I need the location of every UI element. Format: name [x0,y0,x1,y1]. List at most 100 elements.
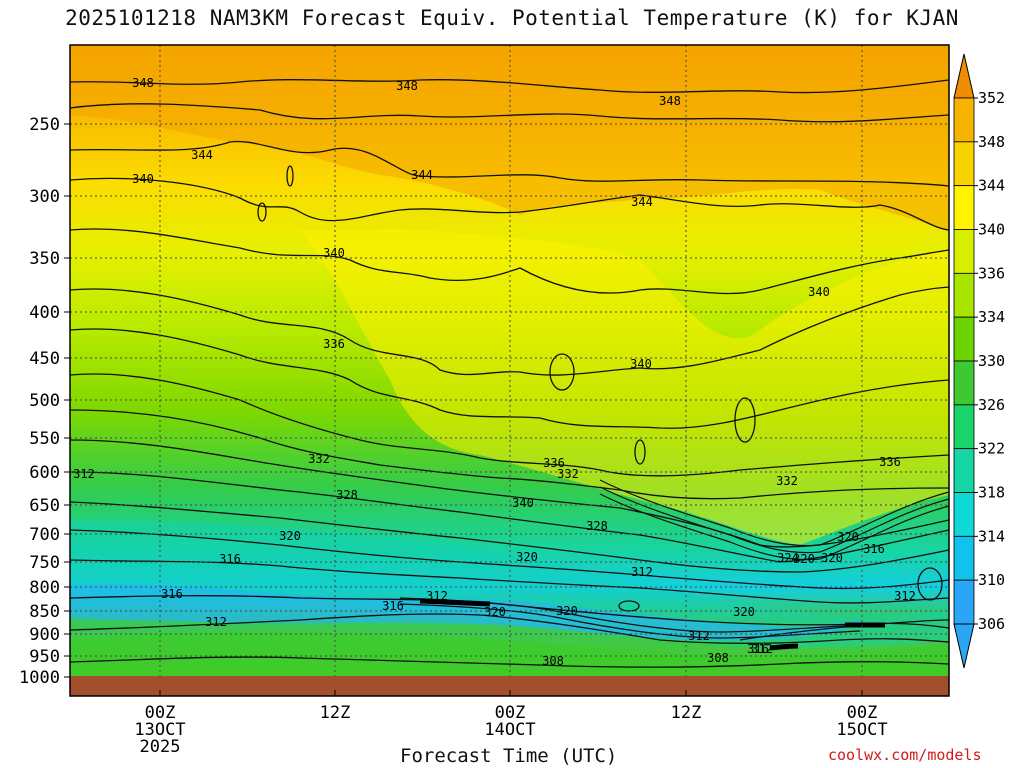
contour-line [69,656,950,668]
colorbar-label: 352 [978,89,1005,107]
contour-label: 312 [894,589,916,603]
contour-label: 340 [808,285,830,299]
contour-label: 316 [219,552,241,566]
colorbar-label: 326 [978,396,1005,414]
contour-line [69,79,950,94]
contour-ring [634,439,646,465]
colorbar-swatch [953,535,975,581]
colorbar-label: 336 [978,264,1005,282]
contour-label: 340 [512,496,534,510]
contour-label: 316 [161,587,183,601]
colorbar-label: 344 [978,177,1005,195]
contour-ring [257,202,267,222]
colorbar-swatch [953,185,975,230]
contour-label: 340 [132,172,154,186]
y-tick-label: 600 [29,463,60,483]
field-low-green [70,631,949,676]
contour-label: 312 [73,467,95,481]
x-tick-label: 00Z [145,703,176,723]
colorbar-swatch [953,316,975,362]
credit-link[interactable]: coolwx.com/models [828,746,982,764]
colorbar-swatch [953,141,975,187]
contour-label: 320 [556,604,578,618]
contour-line [69,228,950,295]
contour-line [69,409,950,500]
contour-label: 312 [426,589,448,603]
contour-ring [917,567,943,601]
y-tick-label: 350 [29,249,60,269]
contour-label: 320 [837,530,859,544]
contour-line [69,103,950,123]
contour-line [69,439,950,548]
contour-label: 348 [132,76,154,90]
contour-label: 312 [205,615,227,629]
y-axis: 250 300 350 400 450 500 550 600 650 700 750 800 850 9… [19,115,70,688]
contour-label: 312 [751,642,773,656]
contour-line [69,140,950,187]
contour-label: 336 [879,455,901,469]
contour-line [599,493,950,561]
y-tick-label: 900 [29,625,60,645]
colorbar-swatch [953,272,975,318]
contour-label: 328 [336,488,358,502]
contour-line [69,529,950,590]
y-tick-label: 950 [29,647,60,667]
contour-ring [549,353,575,391]
contour-line [69,286,950,376]
x-tick-label: 13OCT [134,720,185,740]
contour-line [599,486,950,554]
contour-line [419,598,491,607]
contour-label: 336 [543,456,565,470]
x-tick-label: 2025 [140,737,181,757]
contour-ring [618,600,640,612]
x-tick-label: 00Z [847,703,878,723]
contour-lines [69,79,950,668]
y-tick-label: 1000 [19,668,60,688]
contour-label: 308 [707,651,729,665]
contour-label: 320 [821,551,843,565]
colorbar-bottom-arrow [953,623,975,669]
contour-line [69,177,950,231]
y-tick-label: 500 [29,391,60,411]
contour-label: 332 [308,452,330,466]
contour-line [399,603,861,639]
contour-label: 324 [777,551,799,565]
contour-label: 332 [776,474,798,488]
contour-line [769,643,799,651]
y-tick-label: 250 [29,115,60,135]
contour-label: 344 [411,168,433,182]
contour-label: 336 [323,337,345,351]
contour-label: 344 [631,195,653,209]
contour-ring [734,397,756,443]
contour-label: 344 [191,148,213,162]
colorbar-swatch [953,492,975,537]
contour-label: 316 [863,542,885,556]
contour-label: 308 [542,654,564,668]
contour-label: 316 [747,642,769,656]
x-tick-label: 12Z [671,703,702,723]
contour-label: 312 [631,565,653,579]
thick-contours [419,598,886,651]
contour-label: 320 [484,605,506,619]
contour-line [69,373,950,477]
ground-strip [70,676,949,696]
contour-line [69,501,950,573]
contour-line [69,328,950,429]
y-tick-label: 300 [29,187,60,207]
colorbar-swatch [953,404,975,450]
y-tick-label: 700 [29,525,60,545]
colorbar-swatch [953,229,975,274]
colorbar: 352 348 344 340 336 334 330 326 322 318 314 310 306 [953,53,1005,669]
colorbar-top-arrow [953,53,975,99]
colorbar-label: 348 [978,133,1005,151]
contour-label: 316 [382,599,404,613]
contour-label: 320 [516,550,538,564]
x-tick-label: 15OCT [836,720,887,740]
contour-label: 332 [557,467,579,481]
contour-label: 340 [323,246,345,260]
colorbar-label: 322 [978,440,1005,458]
contour-ring [286,165,294,187]
colorbar-swatch [953,360,975,406]
